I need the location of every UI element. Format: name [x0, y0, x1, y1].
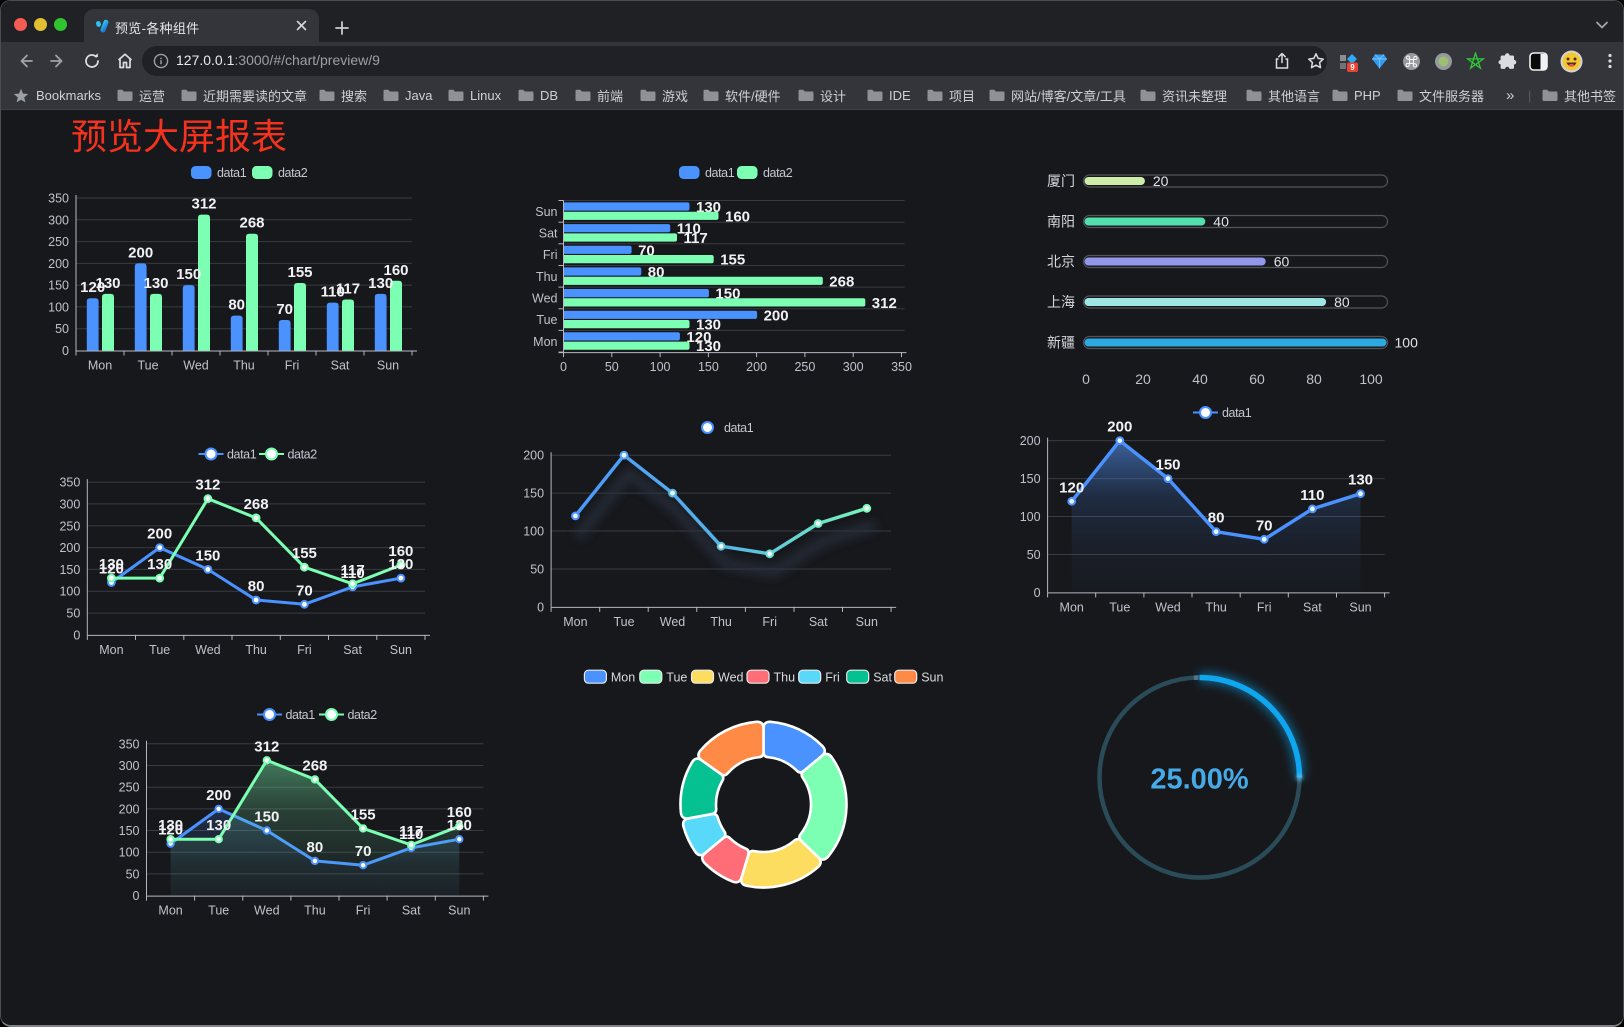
svg-text:9: 9 — [1350, 63, 1355, 72]
